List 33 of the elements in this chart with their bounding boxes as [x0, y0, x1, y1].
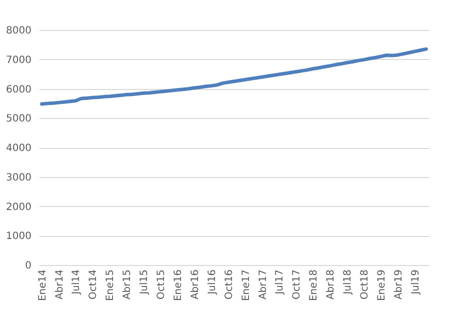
x-tick-label: Jul14 [71, 270, 82, 296]
x-tick-label: Ene18 [308, 270, 320, 302]
x-tick-label: Oct15 [156, 270, 168, 300]
y-tick-label: 1000 [6, 231, 32, 242]
y-tick-label: 4000 [6, 143, 32, 154]
y-tick-label: 5000 [6, 114, 32, 125]
x-tick-label: Ene16 [172, 270, 184, 302]
y-tick-label: 6000 [6, 84, 32, 96]
x-tick-label: Jul18 [342, 270, 354, 296]
x-tick-label: Ene19 [376, 270, 388, 302]
y-tick-label: 8000 [6, 26, 32, 36]
x-tick-label: Ene15 [105, 270, 116, 302]
x-tick-label: Oct14 [88, 270, 100, 300]
y-tick-label: 7000 [6, 54, 32, 66]
y-tick-label: 3000 [6, 172, 32, 184]
x-tick-label: Ene14 [37, 270, 48, 302]
x-tick-label: Abr16 [190, 270, 201, 300]
x-tick-label: Ene17 [240, 270, 252, 302]
y-tick-label: 2000 [6, 202, 32, 213]
x-tick-label: Oct18 [360, 270, 370, 300]
x-tick-label: Oct17 [292, 270, 303, 300]
x-tick-label: Abr19 [393, 270, 404, 300]
x-tick-label: Jul17 [274, 270, 286, 296]
x-tick-label: Oct16 [224, 270, 235, 300]
x-tick-label: Abr18 [326, 270, 337, 300]
y-tick-label: 0 [25, 260, 32, 272]
line-series [40, 47, 428, 106]
x-tick-label: Abr17 [258, 270, 269, 300]
x-tick-label: Abr14 [54, 270, 66, 300]
x-tick-label: Jul16 [206, 270, 218, 296]
x-tick-label: Jul15 [139, 270, 150, 296]
x-tick-label: Jul19 [410, 270, 422, 296]
x-tick-label: Abr15 [122, 270, 134, 300]
